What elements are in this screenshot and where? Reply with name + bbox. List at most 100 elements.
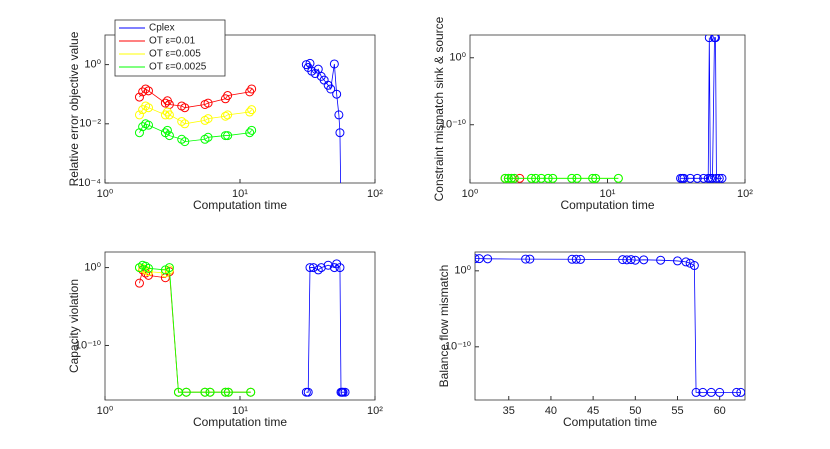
data-point xyxy=(692,173,702,183)
y-axis-label: Capacity violation xyxy=(67,279,81,373)
series-line xyxy=(475,258,741,393)
data-point xyxy=(736,387,745,397)
x-tick-label: 10² xyxy=(367,405,383,417)
y-tick-label: 10⁰ xyxy=(84,261,101,273)
series-line xyxy=(139,264,251,393)
data-point xyxy=(714,173,724,183)
data-point xyxy=(704,35,714,43)
data-point xyxy=(141,261,151,271)
data-point xyxy=(223,91,233,101)
data-point xyxy=(303,387,313,397)
y-axis-label: Balance flow mismatch xyxy=(437,265,451,388)
data-point xyxy=(685,173,695,183)
legend-label: OT ε=0.005 xyxy=(149,49,201,60)
data-point xyxy=(247,84,257,94)
data-point xyxy=(205,387,215,397)
data-point xyxy=(591,173,601,183)
data-point xyxy=(160,98,170,108)
series-line xyxy=(306,263,346,393)
data-point xyxy=(134,263,144,273)
data-point xyxy=(223,131,233,141)
x-axis-label: Computation time xyxy=(193,415,287,429)
data-point xyxy=(245,128,255,138)
x-tick-label: 35 xyxy=(503,405,515,417)
data-point xyxy=(639,255,649,265)
x-tick-label: 45 xyxy=(587,405,599,417)
x-tick-label: 10² xyxy=(367,188,383,200)
y-tick-label: 10⁰ xyxy=(449,52,466,64)
y-axis-label: Relative error objective value xyxy=(67,31,81,186)
data-point xyxy=(571,254,581,264)
legend-box xyxy=(114,19,226,77)
data-point xyxy=(340,387,350,397)
x-tick-label: 10¹ xyxy=(232,405,248,417)
x-tick-label: 55 xyxy=(671,405,683,417)
data-point xyxy=(223,110,233,120)
data-point xyxy=(247,125,257,135)
data-point xyxy=(138,122,148,132)
data-point xyxy=(673,256,682,266)
data-point xyxy=(483,254,493,264)
y-axis-label: Constraint mismatch sink & source xyxy=(432,16,446,201)
data-point xyxy=(181,387,191,397)
legend-label: Cplex xyxy=(149,23,175,34)
data-point xyxy=(180,103,190,113)
data-point xyxy=(164,131,174,141)
series-line xyxy=(680,37,722,179)
data-point xyxy=(143,263,153,273)
series-line xyxy=(139,88,252,109)
series-line xyxy=(139,123,252,143)
x-tick-label: 60 xyxy=(714,405,726,417)
legend-label: OT ε=0.01 xyxy=(149,36,196,47)
data-point xyxy=(203,98,213,108)
data-point xyxy=(588,173,598,183)
plot-area xyxy=(134,259,350,397)
data-point xyxy=(567,173,577,183)
data-point xyxy=(200,387,210,397)
data-point xyxy=(337,209,345,217)
legend-label: OT ε=0.0025 xyxy=(149,62,207,73)
data-point xyxy=(548,173,558,183)
axes-box xyxy=(474,251,746,401)
data-point xyxy=(220,131,230,141)
data-point xyxy=(203,114,213,124)
data-point xyxy=(526,173,536,183)
data-point xyxy=(679,173,689,183)
x-axis-label: Computation time xyxy=(563,415,657,429)
series-line xyxy=(139,269,251,393)
plot-area xyxy=(500,35,727,183)
data-point xyxy=(332,89,342,99)
plot-area xyxy=(475,254,745,397)
data-point xyxy=(572,173,582,183)
data-point xyxy=(160,110,170,120)
plot-area xyxy=(134,58,345,217)
data-point xyxy=(162,125,172,135)
data-point xyxy=(177,116,187,126)
data-point xyxy=(245,107,255,117)
x-tick-label: 10¹ xyxy=(600,188,616,200)
data-point xyxy=(681,257,691,267)
x-tick-label: 10⁰ xyxy=(462,188,479,200)
data-point xyxy=(138,87,148,97)
data-point xyxy=(180,119,190,129)
data-point xyxy=(220,387,230,397)
data-point xyxy=(506,173,516,183)
data-point xyxy=(717,173,727,183)
data-point xyxy=(141,101,151,111)
data-point xyxy=(500,173,510,183)
y-tick-label: 10⁰ xyxy=(84,59,101,71)
data-point xyxy=(246,387,256,397)
x-axis-label: Computation time xyxy=(560,198,654,212)
data-point xyxy=(613,173,623,183)
x-tick-label: 10² xyxy=(737,188,753,200)
data-point xyxy=(509,173,519,183)
data-point xyxy=(705,173,715,183)
x-tick-label: 50 xyxy=(629,405,641,417)
data-point xyxy=(685,258,695,268)
data-point xyxy=(691,387,701,397)
data-point xyxy=(536,173,546,183)
x-tick-label: 40 xyxy=(545,405,557,417)
x-tick-label: 10⁰ xyxy=(97,405,114,417)
data-point xyxy=(134,110,144,120)
